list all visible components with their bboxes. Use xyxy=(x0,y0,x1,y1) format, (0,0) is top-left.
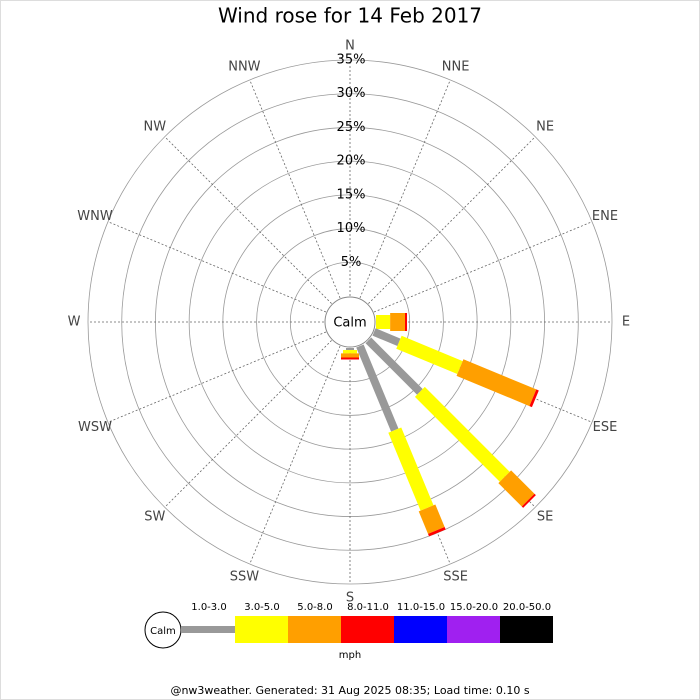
legend-swatch xyxy=(500,616,553,643)
direction-label: NNW xyxy=(228,60,260,75)
legend-swatch xyxy=(394,616,447,643)
legend-swatch xyxy=(181,626,235,633)
direction-label: NW xyxy=(144,119,167,134)
y-tick-label: 20% xyxy=(337,154,366,169)
legend-units: mph xyxy=(339,650,361,661)
y-tick-label: 10% xyxy=(337,221,366,236)
direction-label: SSW xyxy=(230,569,260,584)
wind-bar xyxy=(390,313,405,331)
direction-label: N xyxy=(345,39,355,54)
y-tick-label: 15% xyxy=(337,187,366,202)
direction-label: NE xyxy=(536,119,554,134)
direction-label: SW xyxy=(144,510,165,525)
direction-label: S xyxy=(346,591,354,606)
wind-bar xyxy=(529,389,539,408)
y-tick-label: 5% xyxy=(341,255,362,270)
wind-bar xyxy=(346,348,354,351)
direction-label: E xyxy=(622,315,630,330)
legend-swatch xyxy=(235,616,288,643)
spoke xyxy=(107,221,327,313)
grid-ring xyxy=(87,59,613,585)
legend-label: 8.0-11.0 xyxy=(347,602,389,613)
calm-circle xyxy=(324,296,376,348)
wind-bar xyxy=(365,337,423,395)
legend-calm-label: Calm xyxy=(150,626,176,637)
wind-bar xyxy=(341,353,359,358)
legend-label: 3.0-5.0 xyxy=(244,602,279,613)
legend-swatch xyxy=(341,616,394,643)
spoke xyxy=(164,136,332,304)
direction-label: ENE xyxy=(592,209,618,224)
wind-bar xyxy=(396,335,463,375)
grid-ring xyxy=(121,93,579,551)
spoke xyxy=(368,136,536,304)
grid-ring xyxy=(188,160,512,484)
legend-label: 5.0-8.0 xyxy=(297,602,332,613)
wind-bar xyxy=(372,328,401,346)
chart-title: Wind rose for 14 Feb 2017 xyxy=(218,4,482,28)
spoke xyxy=(249,345,341,565)
wind-bar xyxy=(404,313,408,331)
direction-label: W xyxy=(68,315,81,330)
y-tick-label: 25% xyxy=(337,120,366,135)
wind-bar xyxy=(356,344,399,432)
wind-bar xyxy=(414,386,510,482)
wind-bar xyxy=(428,526,446,537)
spoke xyxy=(373,221,593,313)
legend-label: 11.0-15.0 xyxy=(397,602,445,613)
wind-bar xyxy=(341,357,359,360)
legend-swatch xyxy=(288,616,341,643)
wind-bar xyxy=(376,315,391,329)
calm-label: Calm xyxy=(333,316,366,331)
footer: @nw3weather. Generated: 31 Aug 2025 08:3… xyxy=(170,684,529,697)
legend-label: 15.0-20.0 xyxy=(450,602,498,613)
spoke xyxy=(249,79,341,299)
direction-label: SSE xyxy=(443,569,468,584)
spoke xyxy=(359,79,451,299)
direction-label: WNW xyxy=(77,209,113,224)
wind-bar xyxy=(456,359,537,407)
direction-label: ESE xyxy=(593,420,618,435)
y-tick-label: 35% xyxy=(337,53,366,68)
wind-bar xyxy=(343,350,357,354)
grid-ring xyxy=(256,228,444,416)
wind-bar xyxy=(498,470,535,507)
direction-label: NNE xyxy=(442,60,470,75)
spoke xyxy=(107,331,327,423)
legend-label: 1.0-3.0 xyxy=(191,602,226,613)
y-tick-label: 30% xyxy=(337,86,366,101)
direction-label: SE xyxy=(537,510,553,525)
wind-bar xyxy=(418,504,445,534)
direction-label: WSW xyxy=(78,420,112,435)
wind-bar xyxy=(388,427,434,511)
spoke xyxy=(164,340,332,508)
wind-bar xyxy=(521,493,536,508)
legend-label: 20.0-50.0 xyxy=(503,602,551,613)
legend-swatch xyxy=(447,616,500,643)
